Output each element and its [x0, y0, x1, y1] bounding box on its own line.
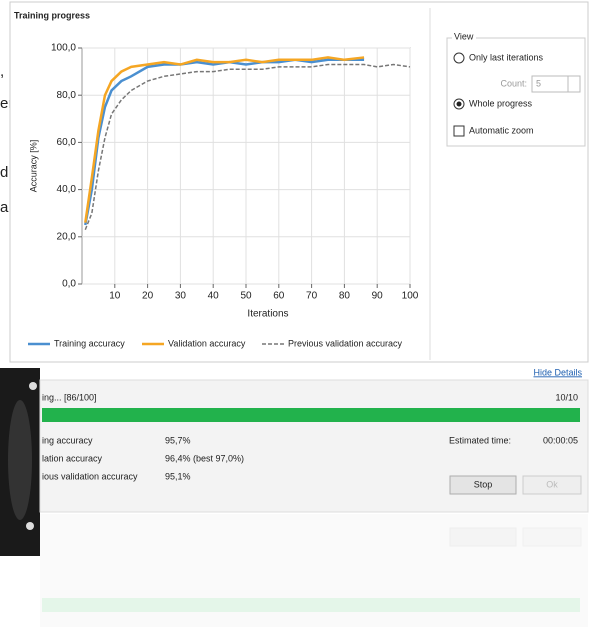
radio-label[interactable]: Whole progress — [469, 98, 533, 108]
side-image-detail — [8, 400, 32, 520]
y-axis-label: Accuracy [%] — [28, 140, 38, 193]
fragment: , — [0, 63, 4, 80]
y-tick-label: 80,0 — [57, 90, 77, 101]
stat-label: lation accuracy — [42, 453, 103, 463]
x-tick-label: 50 — [240, 291, 252, 302]
x-tick-label: 90 — [372, 291, 384, 302]
legend: Training accuracy Validation accuracy Prev… — [28, 338, 403, 348]
stop-label[interactable]: Stop — [474, 479, 493, 489]
checkbox-auto-zoom[interactable] — [454, 126, 464, 136]
stat-value: 95,7% — [165, 435, 191, 445]
fragment: d — [0, 164, 8, 181]
count-label: Count: — [500, 78, 527, 88]
ok-label: Ok — [546, 479, 558, 489]
y-tick-label: 60,0 — [57, 137, 77, 148]
stat-value: 95,1% — [165, 471, 191, 481]
legend-label: Previous validation accuracy — [288, 338, 403, 348]
reflection-bar — [42, 598, 580, 612]
count-value[interactable]: 5 — [536, 78, 541, 88]
hide-details-link[interactable]: Hide Details — [533, 367, 582, 377]
reflection-button — [523, 528, 581, 546]
y-tick-label: 100,0 — [51, 43, 76, 54]
x-tick-label: 60 — [273, 291, 285, 302]
y-tick-label: 0,0 — [62, 279, 76, 290]
stat-value: 96,4% (best 97,0%) — [165, 453, 244, 463]
group-title: View — [454, 31, 474, 41]
stat-label: ing accuracy — [42, 435, 93, 445]
screen: , er, d a Training progress Iterations A… — [0, 0, 592, 627]
checkbox-label[interactable]: Automatic zoom — [469, 125, 534, 135]
radio-dot — [457, 102, 462, 107]
progress-bar — [42, 408, 580, 422]
x-tick-label: 10 — [109, 291, 121, 302]
estimated-label: Estimated time: — [449, 435, 511, 445]
x-tick-label: 20 — [142, 291, 154, 302]
x-axis-label: Iterations — [247, 309, 288, 320]
x-tick-label: 80 — [339, 291, 351, 302]
status: ing... [86/100] — [42, 392, 97, 402]
x-tick-label: 30 — [175, 291, 187, 302]
x-tick-label: 40 — [208, 291, 220, 302]
legend-label: Training accuracy — [54, 338, 125, 348]
window-title: Training progress — [14, 10, 90, 20]
side-image-light — [29, 382, 37, 390]
radio-label[interactable]: Only last iterations — [469, 52, 544, 62]
stat-label: ious validation accuracy — [42, 471, 138, 481]
estimated-value: 00:00:05 — [543, 435, 578, 445]
x-tick-label: 100 — [402, 291, 419, 302]
x-tick-label: 70 — [306, 291, 318, 302]
radio-only-last[interactable] — [454, 53, 464, 63]
epoch: 10/10 — [555, 392, 578, 402]
y-tick-label: 20,0 — [57, 231, 77, 242]
y-tick-label: 40,0 — [57, 184, 77, 195]
fragment: a — [0, 199, 9, 216]
reflection-button — [450, 528, 516, 546]
legend-label: Validation accuracy — [168, 338, 246, 348]
side-image-light — [26, 522, 34, 530]
